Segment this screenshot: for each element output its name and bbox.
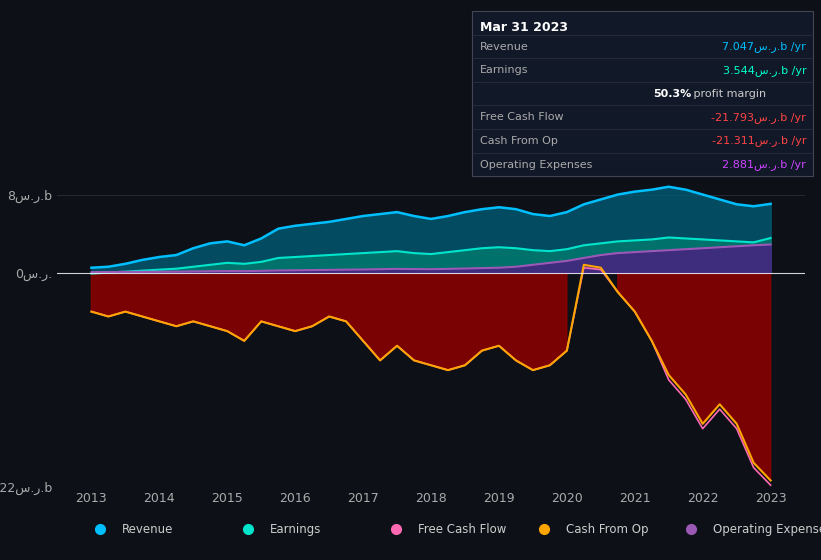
Text: Operating Expenses: Operating Expenses bbox=[480, 160, 593, 170]
Text: 7.047س.ر.b /yr: 7.047س.ر.b /yr bbox=[722, 41, 806, 52]
Text: Revenue: Revenue bbox=[480, 41, 529, 52]
Text: Cash From Op: Cash From Op bbox=[566, 522, 648, 536]
Text: 50.3%: 50.3% bbox=[653, 89, 691, 99]
Text: Cash From Op: Cash From Op bbox=[480, 136, 558, 146]
Text: 3.544س.ر.b /yr: 3.544س.ر.b /yr bbox=[722, 65, 806, 76]
Text: Operating Expenses: Operating Expenses bbox=[713, 522, 821, 536]
Text: Mar 31 2023: Mar 31 2023 bbox=[480, 21, 568, 34]
Text: profit margin: profit margin bbox=[690, 89, 766, 99]
Text: Earnings: Earnings bbox=[480, 65, 529, 75]
Text: Revenue: Revenue bbox=[122, 522, 174, 536]
Text: Earnings: Earnings bbox=[270, 522, 322, 536]
Text: 2.881س.ر.b /yr: 2.881س.ر.b /yr bbox=[722, 159, 806, 170]
Text: Free Cash Flow: Free Cash Flow bbox=[418, 522, 507, 536]
Text: -21.311س.ر.b /yr: -21.311س.ر.b /yr bbox=[712, 136, 806, 146]
Text: -21.793س.ر.b /yr: -21.793س.ر.b /yr bbox=[712, 112, 806, 123]
Text: Free Cash Flow: Free Cash Flow bbox=[480, 113, 564, 123]
